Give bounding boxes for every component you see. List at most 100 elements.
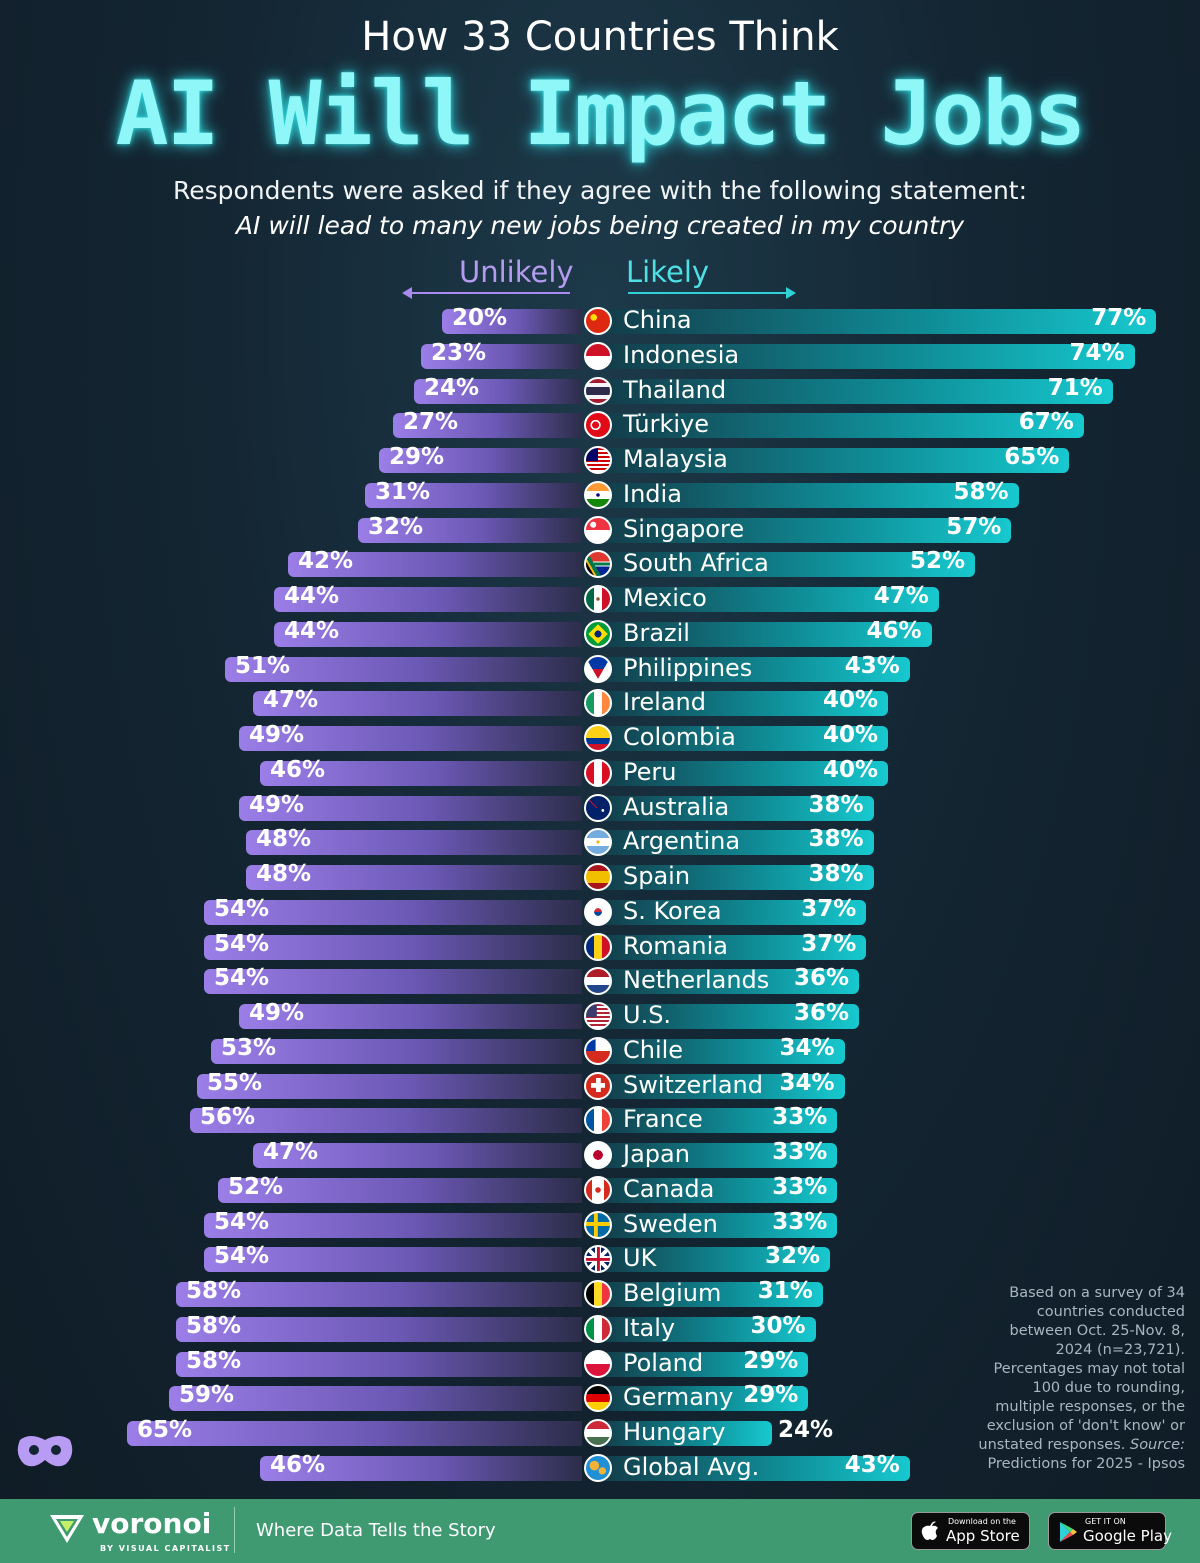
chart-row: 44% 47% Mexico (0, 582, 1200, 616)
unlikely-value-label: 49% (249, 722, 305, 748)
app-store-button[interactable]: Download on the App Store (911, 1512, 1030, 1550)
chart-row: 42% 52% South Africa (0, 547, 1200, 581)
voronoi-logo-icon (50, 1515, 84, 1543)
likely-value-label: 34% (779, 1069, 835, 1096)
indonesia-flag-icon (584, 341, 612, 370)
unlikely-bar (169, 1386, 582, 1412)
unlikely-bar (246, 830, 582, 856)
likely-value-label: 38% (808, 791, 864, 818)
country-label: Switzerland (623, 1070, 763, 1099)
chart-row: 32% 57% Singapore (0, 513, 1200, 547)
unlikely-bar (204, 1247, 582, 1273)
likely-value-label: 37% (801, 895, 857, 922)
likely-value-label: 77% (1091, 305, 1147, 331)
likely-value-label: 47% (873, 583, 929, 609)
unlikely-bar (260, 1455, 582, 1481)
country-label: Sweden (623, 1209, 718, 1238)
poland-flag-icon (584, 1349, 612, 1378)
globe-icon (584, 1453, 612, 1482)
likely-bar (598, 1073, 845, 1099)
unlikely-bar (274, 587, 582, 612)
country-label: UK (623, 1244, 657, 1273)
chart-row: 52% 33% Canada (0, 1173, 1200, 1207)
google-play-icon (1060, 1522, 1077, 1542)
japan-flag-icon (584, 1141, 612, 1169)
chart-row: 55% 34% Switzerland (0, 1069, 1200, 1103)
likely-value-label: 33% (772, 1173, 828, 1200)
switzerland-flag-icon (584, 1071, 612, 1100)
unlikely-bar (211, 1038, 582, 1064)
us-flag-icon (584, 1002, 612, 1030)
unlikely-value-label: 29% (389, 444, 445, 470)
likely-bar (598, 795, 874, 821)
likely-value-label: 37% (801, 930, 857, 957)
chart-row: 54% 36% Netherlands (0, 964, 1200, 998)
unlikely-value-label: 32% (368, 513, 424, 540)
unlikely-bar (288, 552, 582, 578)
country-label: South Africa (623, 549, 769, 578)
likely-value-label: 36% (793, 1000, 849, 1026)
likely-value-label: 40% (822, 722, 878, 748)
unlikely-bar (246, 865, 582, 890)
country-label: Spain (623, 862, 691, 890)
chart-row: 23% 74% Indonesia (0, 339, 1200, 373)
likely-bar (598, 413, 1084, 439)
unlikely-value-label: 49% (249, 791, 305, 818)
google-play-button[interactable]: GET IT ON Google Play (1048, 1512, 1172, 1550)
country-label: Australia (623, 792, 730, 821)
unlikely-value-label: 58% (186, 1347, 242, 1374)
peru-flag-icon (584, 758, 612, 787)
chart-row: 46% 40% Peru (0, 756, 1200, 790)
source-text: Predictions for 2025 - Ipsos (987, 1456, 1185, 1472)
unlikely-value-label: 27% (403, 409, 459, 436)
likely-bar (598, 378, 1113, 404)
likely-value-label: 33% (772, 1104, 828, 1131)
chart-row: 20% 77% China (0, 304, 1200, 338)
unlikely-bar (204, 969, 582, 995)
country-label: U.S. (623, 1001, 672, 1029)
country-label: Ireland (623, 688, 707, 717)
brazil-flag-icon (584, 619, 612, 648)
country-label: S. Korea (623, 896, 722, 925)
likely-value-label: 65% (1004, 444, 1060, 470)
chart-row: 31% 58% India (0, 478, 1200, 512)
country-label: Italy (623, 1313, 676, 1342)
australia-flag-icon (584, 793, 612, 822)
note-text: Based on a survey of 34 countries conduc… (978, 1285, 1185, 1453)
chart-row: 48% 38% Argentina (0, 825, 1200, 859)
likely-bar (598, 1247, 830, 1273)
unlikely-bar (197, 1073, 582, 1099)
unlikely-value-label: 48% (256, 826, 312, 853)
hungary-flag-icon (584, 1419, 612, 1447)
unlikely-value-label: 42% (298, 548, 354, 575)
belgium-flag-icon (584, 1280, 612, 1308)
likely-value-label: 74% (1069, 339, 1125, 366)
likely-value-label: 36% (793, 965, 849, 992)
source-label: Source: (1129, 1437, 1185, 1453)
chart-row: 54% 32% UK (0, 1242, 1200, 1276)
unlikely-bar (127, 1421, 582, 1446)
likely-bar (598, 1455, 910, 1481)
netherlands-flag-icon (584, 967, 612, 996)
unlikely-value-label: 46% (270, 1451, 326, 1478)
chart-row: 47% 33% Japan (0, 1138, 1200, 1172)
chart-row: 58% 31% Belgium (0, 1277, 1200, 1311)
country-label: Global Avg. (623, 1452, 760, 1481)
country-label: Peru (623, 757, 677, 786)
unlikely-value-label: 46% (270, 756, 326, 783)
country-label: Japan (623, 1140, 690, 1168)
unlikely-bar (225, 656, 582, 682)
unlikely-bar (442, 309, 582, 334)
unlikely-bar (176, 1351, 582, 1377)
unlikely-value-label: 44% (284, 583, 340, 609)
likely-bar (598, 1212, 838, 1238)
country-label: France (623, 1105, 703, 1134)
unlikely-bar (239, 795, 582, 821)
likely-value-label: 38% (808, 826, 864, 853)
methodology-note: Based on a survey of 34 countries conduc… (970, 1284, 1185, 1474)
likely-value-label: 34% (779, 1034, 835, 1061)
unlikely-value-label: 54% (214, 930, 270, 957)
country-label: Mexico (623, 584, 707, 612)
unlikely-bar (421, 343, 582, 369)
chart-row: 54% 37% Romania (0, 930, 1200, 964)
